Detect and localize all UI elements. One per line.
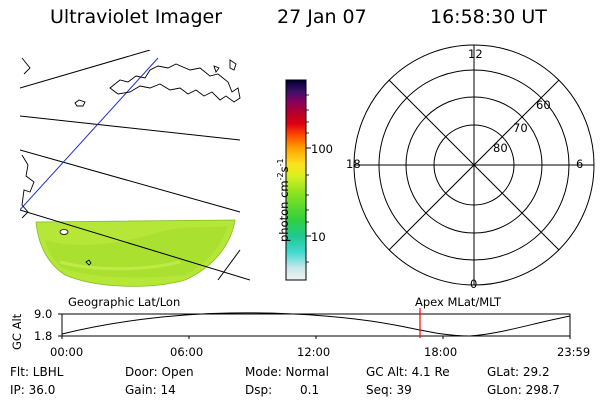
time-label: 16:58:30 UT: [430, 6, 547, 28]
colorbar: [285, 79, 307, 281]
polar-lat-70: 70: [513, 121, 528, 135]
status-glat: GLat: 29.2: [487, 365, 550, 379]
polar-lat-60: 60: [536, 98, 551, 112]
status-gain: Gain: 14: [125, 383, 176, 397]
polar-caption: Apex MLat/MLT: [415, 295, 502, 309]
altitude-curve: [61, 312, 571, 337]
altitude-xtick-0: 00:00: [50, 345, 84, 359]
altitude-xtick-1: 06:00: [170, 345, 204, 359]
status-dsp-value: 0.1: [300, 383, 320, 397]
geographic-map: [20, 50, 250, 287]
polar-mlt-6: 6: [576, 157, 584, 171]
colorbar-tick-100: 100: [311, 142, 333, 156]
altitude-xtick-3: 18:00: [424, 345, 458, 359]
polar-lat-80: 80: [493, 141, 508, 155]
status-door: Door: Open: [125, 365, 194, 379]
colorbar-units-text: photon cm: [276, 180, 291, 242]
colorbar-units: photon cm-2s-1: [276, 158, 291, 242]
status-ip: IP: 36.0: [10, 383, 56, 397]
colorbar-units-exp1: -2: [276, 172, 285, 181]
colorbar-tick-10: 10: [311, 230, 326, 244]
status-dsp-label: Dsp:: [245, 383, 273, 397]
status-gc-alt: GC Alt: 4.1 Re: [366, 365, 450, 379]
status-flt: Flt: LBHL: [10, 365, 64, 379]
altitude-ytick-bottom: 1.8: [34, 329, 53, 343]
polar-mlt-12: 12: [468, 47, 483, 61]
altitude-plot: [58, 312, 571, 339]
colorbar-units-exp2: -1: [276, 158, 285, 167]
polar-mlt-0: 0: [470, 277, 478, 291]
polar-mlt-18: 18: [346, 157, 361, 171]
date-label: 27 Jan 07: [277, 6, 367, 28]
status-mode: Mode: Normal: [245, 365, 329, 379]
altitude-ytick-top: 9.0: [34, 307, 53, 321]
map-caption: Geographic Lat/Lon: [68, 295, 181, 309]
colorbar-units-s: s: [276, 166, 291, 173]
altitude-xtick-2: 12:00: [297, 345, 331, 359]
altitude-ylabel: GC Alt: [10, 313, 24, 350]
status-glon: GLon: 298.7: [487, 383, 560, 397]
polar-plot: [353, 44, 595, 286]
instrument-title: Ultraviolet Imager: [50, 6, 223, 28]
status-seq: Seq: 39: [366, 383, 412, 397]
altitude-xtick-4: 23:59: [557, 345, 591, 359]
